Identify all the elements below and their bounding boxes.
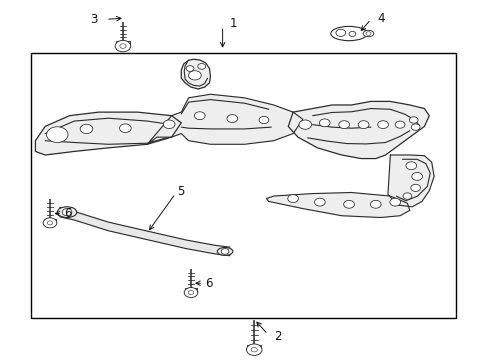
Text: 2: 2: [273, 330, 281, 343]
Ellipse shape: [57, 207, 77, 217]
Circle shape: [43, 218, 57, 228]
Ellipse shape: [363, 30, 373, 37]
Circle shape: [394, 121, 404, 128]
Circle shape: [80, 124, 93, 134]
Circle shape: [348, 31, 355, 36]
Circle shape: [226, 114, 237, 122]
Circle shape: [251, 347, 257, 352]
Circle shape: [62, 208, 72, 216]
Circle shape: [389, 198, 400, 206]
Circle shape: [338, 121, 349, 129]
Circle shape: [188, 291, 193, 294]
Text: 5: 5: [177, 185, 184, 198]
Polygon shape: [287, 102, 428, 158]
Circle shape: [370, 201, 380, 208]
Circle shape: [402, 193, 411, 199]
Circle shape: [314, 198, 325, 206]
Circle shape: [221, 249, 228, 254]
Circle shape: [319, 119, 329, 127]
Polygon shape: [266, 193, 409, 217]
FancyBboxPatch shape: [43, 219, 56, 223]
Text: 6: 6: [205, 277, 213, 290]
Polygon shape: [35, 112, 181, 155]
Bar: [30, 53, 455, 318]
Text: 6: 6: [64, 207, 72, 220]
Circle shape: [163, 120, 175, 129]
Circle shape: [287, 195, 298, 203]
Text: 4: 4: [376, 12, 384, 25]
Circle shape: [377, 121, 387, 129]
Polygon shape: [147, 94, 302, 144]
Circle shape: [405, 162, 416, 170]
Circle shape: [411, 172, 422, 180]
Ellipse shape: [330, 26, 366, 41]
Circle shape: [335, 29, 345, 36]
Circle shape: [343, 201, 354, 208]
Polygon shape: [387, 155, 433, 207]
FancyBboxPatch shape: [184, 288, 197, 293]
Text: 3: 3: [90, 13, 97, 26]
Circle shape: [410, 184, 420, 192]
Polygon shape: [60, 207, 229, 256]
Polygon shape: [181, 59, 210, 89]
Circle shape: [366, 32, 370, 35]
Circle shape: [119, 124, 131, 132]
Ellipse shape: [217, 248, 232, 255]
Circle shape: [194, 112, 204, 120]
Circle shape: [410, 124, 419, 130]
Circle shape: [46, 127, 68, 143]
Circle shape: [120, 44, 126, 48]
Circle shape: [298, 120, 311, 129]
Circle shape: [186, 66, 194, 71]
FancyBboxPatch shape: [116, 41, 129, 46]
Circle shape: [259, 116, 268, 123]
FancyBboxPatch shape: [247, 345, 261, 350]
Circle shape: [246, 344, 262, 355]
Circle shape: [198, 64, 205, 69]
Text: 1: 1: [229, 17, 237, 30]
Circle shape: [358, 121, 368, 129]
Circle shape: [188, 71, 201, 80]
Circle shape: [408, 117, 417, 123]
Circle shape: [184, 288, 198, 297]
Circle shape: [115, 40, 130, 52]
Circle shape: [47, 221, 53, 225]
